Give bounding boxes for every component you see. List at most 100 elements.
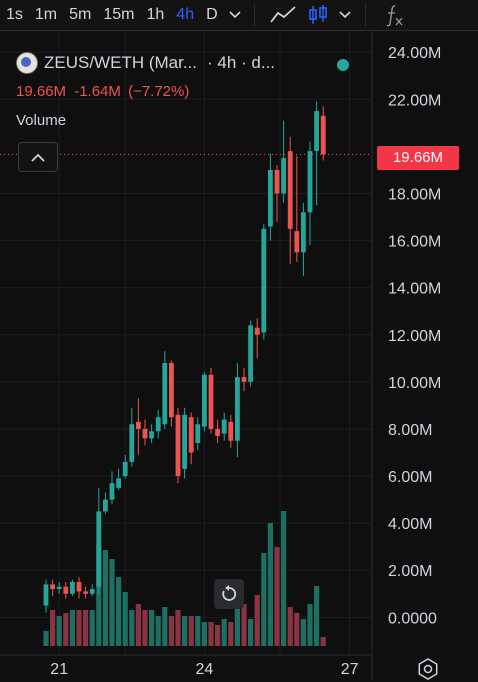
- volume-bar: [287, 607, 293, 646]
- candle-body: [149, 431, 154, 439]
- chart-type-chevron-icon[interactable]: [333, 0, 357, 30]
- volume-bar: [254, 595, 260, 646]
- candle-body: [182, 414, 187, 469]
- collapse-legend-button[interactable]: [18, 142, 58, 172]
- volume-bar: [201, 622, 207, 646]
- candle-body: [241, 377, 247, 382]
- reset-chart-button[interactable]: [214, 579, 244, 609]
- candle-body: [281, 158, 286, 194]
- chart-settings-button[interactable]: [415, 656, 441, 682]
- timeframe-4h[interactable]: 4h: [176, 6, 195, 23]
- legend-interval: · 4h · d...: [207, 53, 276, 72]
- volume-bar: [168, 616, 174, 646]
- candle-body: [103, 499, 108, 512]
- candle-body: [254, 327, 260, 335]
- volume-bar: [274, 547, 280, 646]
- volume-bar: [109, 559, 115, 646]
- timeframe-d[interactable]: D: [206, 6, 218, 23]
- candle-body: [208, 374, 214, 429]
- price-axis-label: 0.0000: [388, 610, 437, 627]
- candle-body: [63, 586, 69, 594]
- chart-legend: ZEUS/WETH (Mar... · 4h · d...: [16, 52, 275, 74]
- price-axis-label: 4.00M: [388, 516, 432, 533]
- volume-bar: [76, 610, 82, 646]
- toolbar: 1s 1m 5m 15m 1h 4h D: [0, 0, 478, 31]
- pair-name: ZEUS/WETH (Mar...: [44, 53, 197, 72]
- last-price: 19.66M: [16, 83, 67, 100]
- volume-indicator-label: Volume: [16, 112, 67, 129]
- volume-bar: [102, 550, 108, 646]
- change-value: -1.64M: [74, 83, 121, 100]
- toolbar-divider: [253, 4, 255, 26]
- candle-body: [307, 151, 313, 213]
- candle-body: [175, 414, 181, 477]
- volume-bar: [234, 598, 240, 646]
- candle-body: [215, 428, 220, 437]
- candle-body: [155, 417, 161, 432]
- candle-body: [142, 428, 148, 439]
- indicators-fx-icon[interactable]: [374, 0, 414, 30]
- candle-body: [162, 363, 168, 425]
- timeframe-5m[interactable]: 5m: [69, 6, 92, 23]
- volume-bar: [149, 610, 155, 646]
- volume-bar: [294, 613, 300, 646]
- candle-body: [83, 591, 88, 594]
- price-axis-label: 24.00M: [388, 45, 441, 62]
- reset-icon: [222, 585, 237, 601]
- candle-body: [136, 421, 141, 429]
- candle-body: [268, 169, 273, 227]
- volume-bar: [281, 511, 287, 646]
- volume-bar: [267, 523, 273, 646]
- candle-body: [274, 169, 280, 194]
- price-axis-label: 6.00M: [388, 469, 432, 486]
- current-price-tag: 19.66M: [377, 146, 459, 170]
- price-axis-label: 14.00M: [388, 281, 441, 298]
- volume-bar: [320, 637, 326, 646]
- volume-bar: [50, 610, 56, 646]
- volume-bar: [215, 625, 221, 646]
- volume-bar: [43, 631, 49, 646]
- candle-body: [43, 584, 49, 606]
- volume-bar: [96, 544, 102, 646]
- candle-body: [287, 151, 293, 229]
- volume-bar: [195, 616, 201, 646]
- candle-body: [70, 582, 75, 594]
- time-axis-label: 27: [341, 661, 359, 678]
- volume-bar: [162, 607, 168, 646]
- volume-bar: [122, 592, 128, 646]
- volume-bar: [307, 604, 313, 646]
- volume-bar: [261, 553, 267, 646]
- timeframe-more-chevron-icon[interactable]: [224, 0, 246, 30]
- candle-body: [301, 212, 306, 253]
- timeframe-1s[interactable]: 1s: [6, 6, 23, 23]
- price-axis-label: 18.00M: [388, 186, 441, 203]
- line-chart-icon[interactable]: [263, 0, 303, 30]
- volume-bar: [228, 622, 234, 646]
- price-chart[interactable]: 24.00M 22.00M 18.00M 16.00M 14.00M 12.00M 10.0…: [0, 31, 478, 680]
- volume-bar: [56, 616, 62, 646]
- candle-body: [195, 424, 201, 444]
- candle-body: [169, 363, 174, 418]
- candle-body: [96, 511, 102, 587]
- timeframe-15m[interactable]: 15m: [103, 6, 135, 23]
- gear-icon: [418, 658, 438, 680]
- volume-bar: [314, 586, 320, 646]
- volume-bar: [83, 610, 89, 646]
- candle-body: [314, 111, 319, 152]
- volume-bar: [129, 610, 135, 646]
- token-logo-icon: [16, 52, 38, 74]
- candle-body: [89, 589, 95, 594]
- price-change: 19.66M -1.64M (−7.72%): [16, 83, 189, 100]
- candlestick-chart-icon[interactable]: [303, 0, 333, 30]
- candle-body: [221, 419, 227, 434]
- volume-bar: [135, 604, 141, 646]
- toolbar-divider: [364, 4, 366, 26]
- candle-body: [248, 325, 253, 382]
- price-axis-label: 16.00M: [388, 234, 441, 251]
- chart-background: [0, 31, 478, 680]
- volume-bar: [188, 616, 194, 646]
- candle-body: [202, 374, 207, 427]
- timeframe-1m[interactable]: 1m: [34, 6, 58, 23]
- timeframe-1h[interactable]: 1h: [146, 6, 165, 23]
- volume-bar: [248, 619, 254, 646]
